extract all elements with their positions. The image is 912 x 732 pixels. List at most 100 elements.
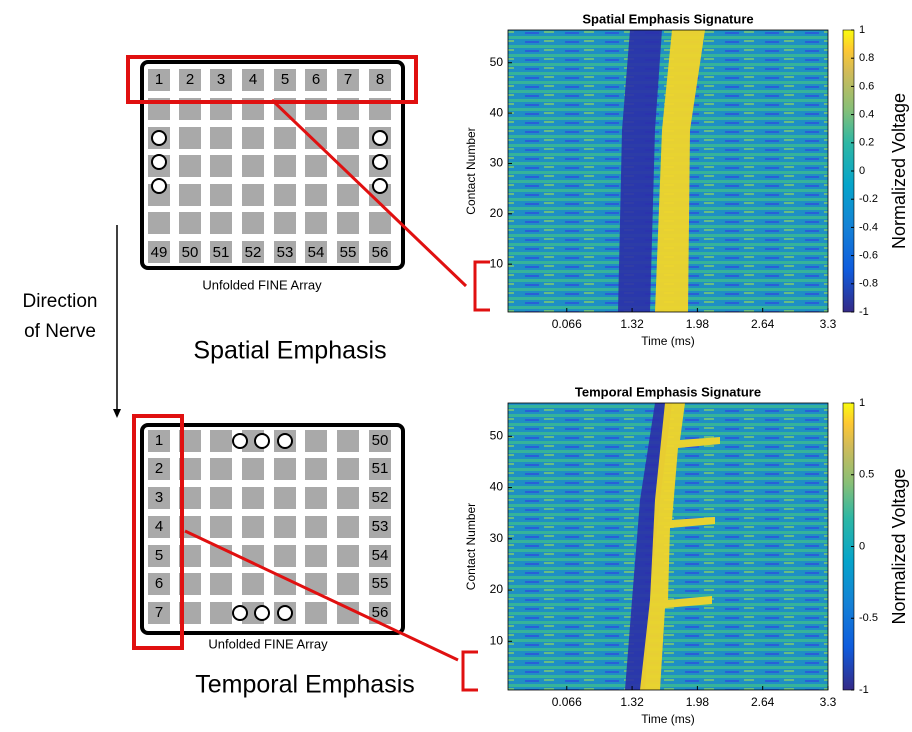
contact-label: 56: [372, 244, 389, 261]
contact-label: 2: [186, 71, 194, 88]
contact: [148, 458, 170, 480]
x-tick-label: 1.32: [620, 695, 644, 709]
colorbar-tick-label: -0.5: [859, 612, 878, 624]
connector: [184, 529, 459, 662]
contact-label: 2: [155, 460, 163, 477]
contact: [305, 212, 327, 234]
electrode: [151, 130, 167, 146]
arrow-head: [113, 409, 121, 418]
colorbar-tick-label: -1: [859, 306, 869, 318]
contact: [210, 155, 232, 177]
y-axis-label: Contact Number: [464, 503, 478, 590]
contact-label: 7: [155, 604, 163, 621]
contact-label: 4: [155, 518, 163, 535]
contact: [369, 516, 391, 538]
y-tick-label: 30: [490, 156, 504, 170]
contact-label: 53: [372, 518, 389, 535]
contact: [305, 602, 327, 624]
contact: [242, 241, 264, 263]
x-tick-label: 2.64: [751, 317, 775, 331]
contact: [242, 487, 264, 509]
electrode: [254, 433, 270, 449]
contact: [274, 155, 296, 177]
chart-title: Spatial Emphasis Signature: [582, 11, 753, 26]
contact-label: 8: [376, 71, 384, 88]
contact: [242, 184, 264, 206]
contact: [179, 184, 201, 206]
contact: [274, 487, 296, 509]
contact: [148, 602, 170, 624]
contact: [274, 69, 296, 91]
contact: [305, 127, 327, 149]
electrode: [151, 178, 167, 194]
contact: [305, 155, 327, 177]
highlight-box: [132, 414, 184, 650]
contact-label: 3: [155, 489, 163, 506]
contact: [210, 69, 232, 91]
contact: [337, 184, 359, 206]
plot-frame: [507, 29, 829, 313]
electrode: [277, 433, 293, 449]
contact: [337, 545, 359, 567]
contact: [305, 458, 327, 480]
contact: [210, 487, 232, 509]
contact: [369, 458, 391, 480]
contact-label: 5: [155, 547, 163, 564]
contact: [274, 212, 296, 234]
electrode: [232, 605, 248, 621]
contact: [179, 516, 201, 538]
contact-label: 3: [217, 71, 225, 88]
colorbar-tick-label: 0.6: [859, 80, 874, 92]
contact-label: 54: [308, 244, 325, 261]
heatmap-ridge: [640, 403, 720, 690]
colorbar-tick-label: 0: [859, 540, 865, 552]
contact-label: 5: [281, 71, 289, 88]
contact-label: 54: [372, 547, 389, 564]
electrode: [372, 154, 388, 170]
colorbar-tick-label: 1: [859, 24, 865, 36]
contact-label: 1: [155, 71, 163, 88]
contact: [179, 69, 201, 91]
section-title: Spatial Emphasis: [193, 337, 386, 365]
contact: [148, 69, 170, 91]
array-caption: Unfolded FINE Array: [208, 636, 328, 651]
chart-title: Temporal Emphasis Signature: [575, 384, 761, 399]
colorbar-tick-label: -1: [859, 684, 869, 696]
contact: [179, 602, 201, 624]
contact-label: 7: [344, 71, 352, 88]
contact: [337, 487, 359, 509]
contact: [242, 458, 264, 480]
colorbar-tick-label: 0.2: [859, 137, 874, 149]
contact: [242, 573, 264, 595]
y-tick-label: 40: [490, 105, 504, 119]
x-tick-label: 2.64: [751, 695, 775, 709]
electrode: [277, 605, 293, 621]
contact: [210, 184, 232, 206]
contact: [337, 602, 359, 624]
colorbar-tick-label: 0.4: [859, 109, 874, 121]
contact-label: 1: [155, 432, 163, 449]
contact: [305, 241, 327, 263]
contact: [274, 516, 296, 538]
bracket: [461, 650, 478, 692]
colorbar-tick-label: 0.5: [859, 469, 874, 481]
contact: [337, 430, 359, 452]
x-tick-label: 1.32: [620, 317, 644, 331]
contact: [305, 516, 327, 538]
y-tick-label: 30: [490, 531, 504, 545]
contact: [179, 458, 201, 480]
contact: [179, 487, 201, 509]
electrode: [372, 178, 388, 194]
contact-label: 50: [372, 432, 389, 449]
contact: [148, 430, 170, 452]
contact: [369, 602, 391, 624]
electrode: [372, 130, 388, 146]
y-tick-label: 20: [490, 582, 504, 596]
colorbar-tick-label: -0.4: [859, 221, 878, 233]
contact: [210, 127, 232, 149]
contact: [179, 573, 201, 595]
contact: [242, 69, 264, 91]
direction-label: of Nerve: [24, 321, 96, 342]
colorbar-tick-label: -0.2: [859, 193, 878, 205]
plot-frame: [507, 402, 829, 691]
